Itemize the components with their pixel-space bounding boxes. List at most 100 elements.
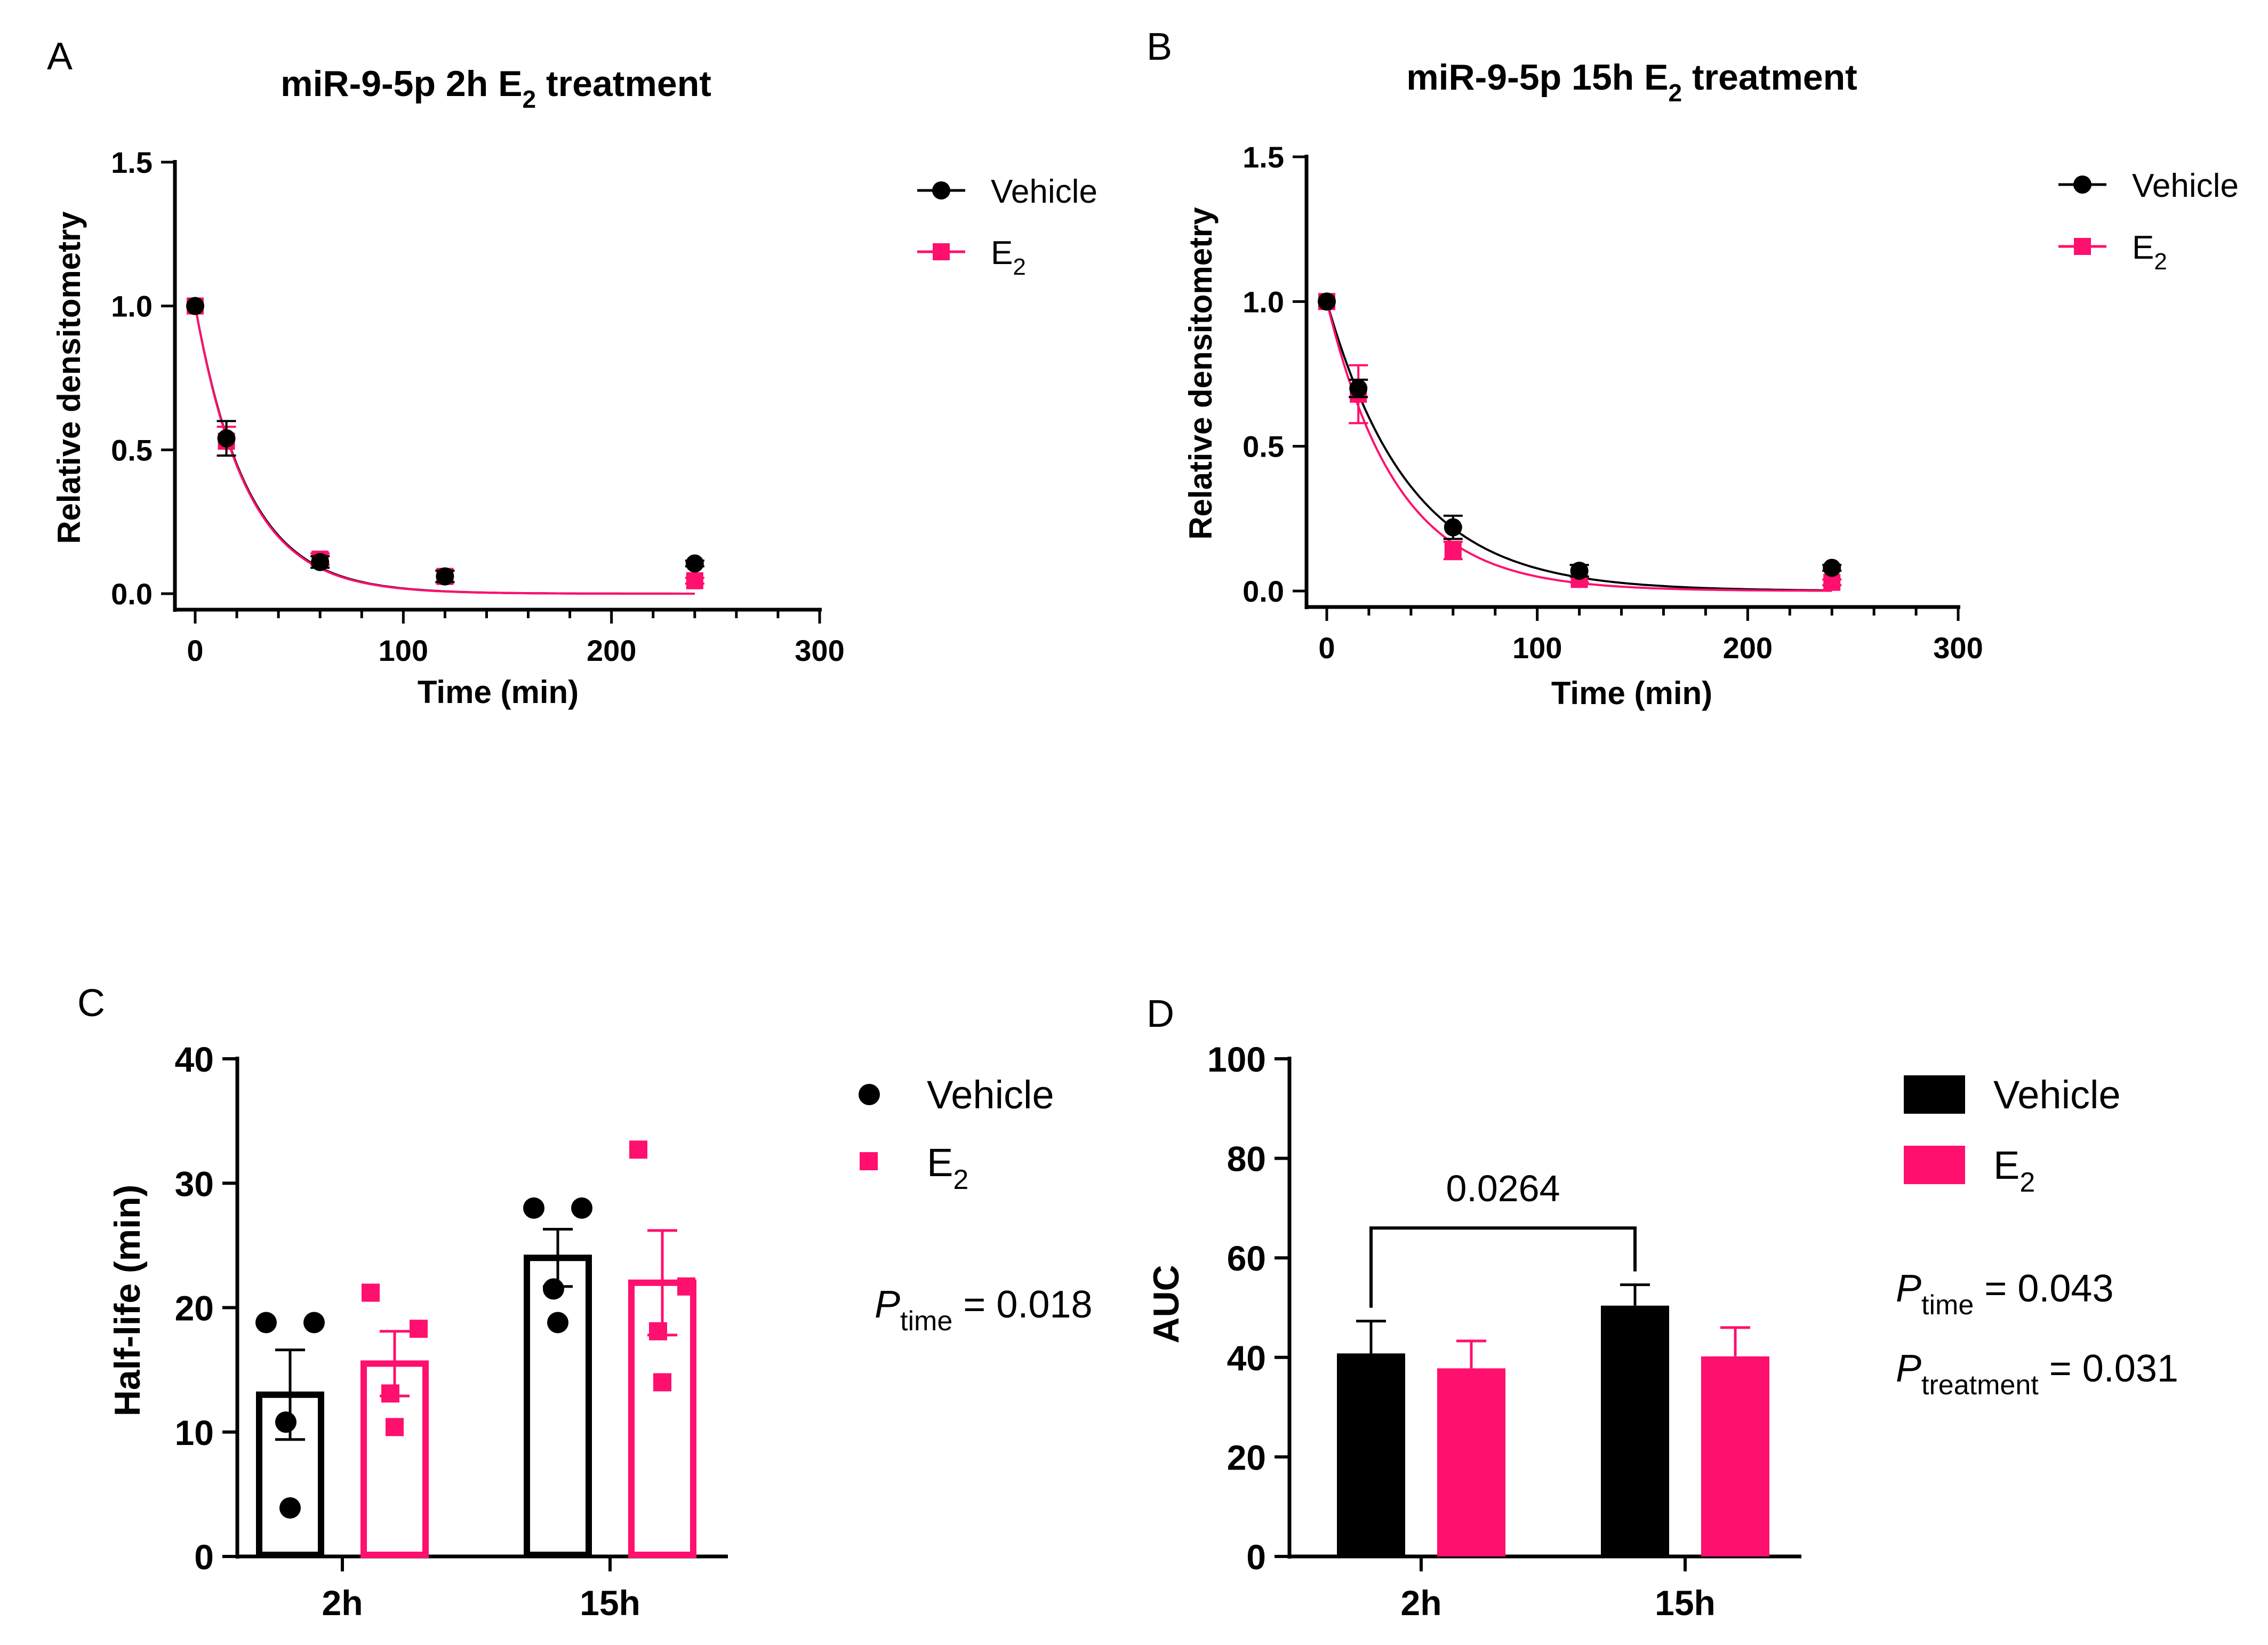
x-tick-label: 300 [795,634,844,667]
individual-point-vehicle [523,1197,544,1219]
individual-point-e2 [386,1418,404,1436]
individual-point-vehicle [543,1278,564,1300]
panel-c-letter: C [77,982,105,1025]
panel-b-legend: Vehicle E2 [2058,167,2239,275]
y-tick-label: 60 [1227,1239,1266,1278]
significance-label: 0.0264 [1446,1168,1560,1209]
y-tick-label: 40 [1227,1338,1266,1378]
panel-a-y-axis-label: Relative densitometry [51,211,87,544]
panel-a-plot: 0 100 200 300 0.0 0.5 1.0 1.5 [111,146,845,667]
individual-point-e2 [649,1322,667,1340]
panel-d-p-treatment: Ptreatment = 0.031 [1896,1347,2178,1401]
panel-b-y-axis-label: Relative densitometry [1183,207,1219,540]
legend-vehicle-marker [859,1084,880,1105]
y-tick-label: 1.0 [1243,285,1284,318]
data-point-vehicle [436,567,454,586]
legend-vehicle-label: Vehicle [1993,1073,2121,1117]
individual-point-vehicle [571,1197,592,1219]
individual-point-e2 [629,1140,647,1159]
data-point-e2 [686,572,703,589]
y-tick-label: 0.0 [1243,574,1284,608]
y-tick-label: 20 [175,1289,214,1328]
individual-point-vehicle [275,1411,296,1433]
panel-a-x-axis-label: Time (min) [418,674,579,710]
y-tick-label: 100 [1207,1040,1266,1079]
panel-a-legend: Vehicle E2 [917,173,1097,280]
y-tick-label: 30 [175,1164,214,1203]
panel-b-letter: B [1147,26,1172,68]
individual-point-e2 [381,1384,399,1403]
y-tick-label: 0.5 [111,433,153,467]
legend-e2-marker [860,1152,878,1170]
x-tick-label: 2h [1400,1583,1441,1623]
fit-curve-vehicle [194,306,695,595]
x-tick-label: 200 [1723,631,1773,665]
panel-b-title: miR-9-5p 15h E2 treatment [1406,57,1857,107]
panel-c: C 0 10 20 30 40 2h 15h Half-life (min) Vehicle… [77,982,1093,1623]
data-point-vehicle [685,554,704,573]
data-point-vehicle [186,297,204,315]
legend-e2-swatch [1904,1146,1965,1184]
legend-vehicle-swatch [1904,1075,1965,1114]
panel-b-plot: 0 100 200 300 0.0 0.5 1.0 1.5 [1243,140,1983,665]
panel-a-letter: A [47,35,73,78]
data-point-vehicle [1349,379,1368,398]
individual-point-vehicle [279,1497,301,1519]
individual-point-e2 [677,1277,695,1296]
y-tick-label: 80 [1227,1139,1266,1179]
y-tick-label: 10 [175,1413,214,1452]
legend-vehicle-label: Vehicle [927,1073,1054,1117]
individual-point-e2 [410,1320,428,1338]
data-point-vehicle [1444,518,1462,537]
y-tick-label: 0.5 [1243,430,1284,464]
y-tick-label: 1.5 [1243,140,1284,174]
y-tick-label: 0 [194,1537,214,1577]
data-point-vehicle [1318,292,1336,311]
x-tick-label: 0 [187,634,203,667]
individual-point-vehicle [303,1312,325,1333]
y-tick-label: 0.0 [111,577,153,611]
fit-curve-e2 [1326,301,1832,592]
panel-d-legend: Vehicle E2 [1904,1073,2121,1198]
legend-e2-marker [2074,238,2091,255]
panel-a-title: miR-9-5p 2h E2 treatment [281,63,711,113]
x-tick-label: 15h [1655,1583,1716,1623]
data-point-vehicle [1570,562,1589,580]
panel-c-y-axis-label: Half-life (min) [107,1185,148,1416]
data-point-vehicle [217,429,236,448]
x-tick-label: 15h [580,1583,640,1623]
legend-e2-label: E2 [991,235,1026,280]
panel-b-x-axis-label: Time (min) [1551,675,1712,711]
panel-a: A miR-9-5p 2h E2 treatment 0 100 200 300 0.0… [47,35,1097,710]
x-tick-label: 300 [1933,631,1983,665]
y-tick-label: 0 [1246,1537,1266,1577]
legend-vehicle-label: Vehicle [991,173,1097,210]
x-tick-label: 100 [379,634,428,667]
bar-e2 [1701,1356,1769,1556]
legend-vehicle-marker [932,181,950,199]
data-point-vehicle [311,553,330,571]
x-tick-label: 2h [322,1583,363,1623]
x-tick-label: 0 [1318,631,1335,665]
y-tick-label: 20 [1227,1438,1266,1477]
significance-bracket [1369,1226,1637,1308]
x-tick-label: 100 [1512,631,1562,665]
bar-vehicle [1601,1305,1669,1556]
panel-d-plot: 0 20 40 60 80 100 2h 15h 0.0264 [1207,1040,1801,1623]
data-point-vehicle [1823,558,1841,577]
panel-d-y-axis-label: AUC [1146,1265,1187,1343]
panel-d-p-time: Ptime = 0.043 [1896,1267,2114,1321]
legend-e2-label: E2 [927,1140,968,1195]
bar-vehicle [524,1255,592,1558]
fit-curve-vehicle [1326,301,1832,592]
y-tick-label: 1.5 [111,146,153,179]
bar-e2 [1437,1368,1505,1556]
panel-d: D 0 20 40 60 80 100 2h 15h 0.0264 AUC Vehicle E2… [1146,993,2178,1623]
legend-vehicle-marker [2073,175,2091,194]
panel-d-letter: D [1147,993,1174,1035]
panel-c-p-time: Ptime = 0.018 [875,1283,1093,1337]
individual-point-vehicle [547,1312,568,1333]
y-tick-label: 1.0 [111,290,153,323]
legend-e2-label: E2 [2132,229,2167,275]
